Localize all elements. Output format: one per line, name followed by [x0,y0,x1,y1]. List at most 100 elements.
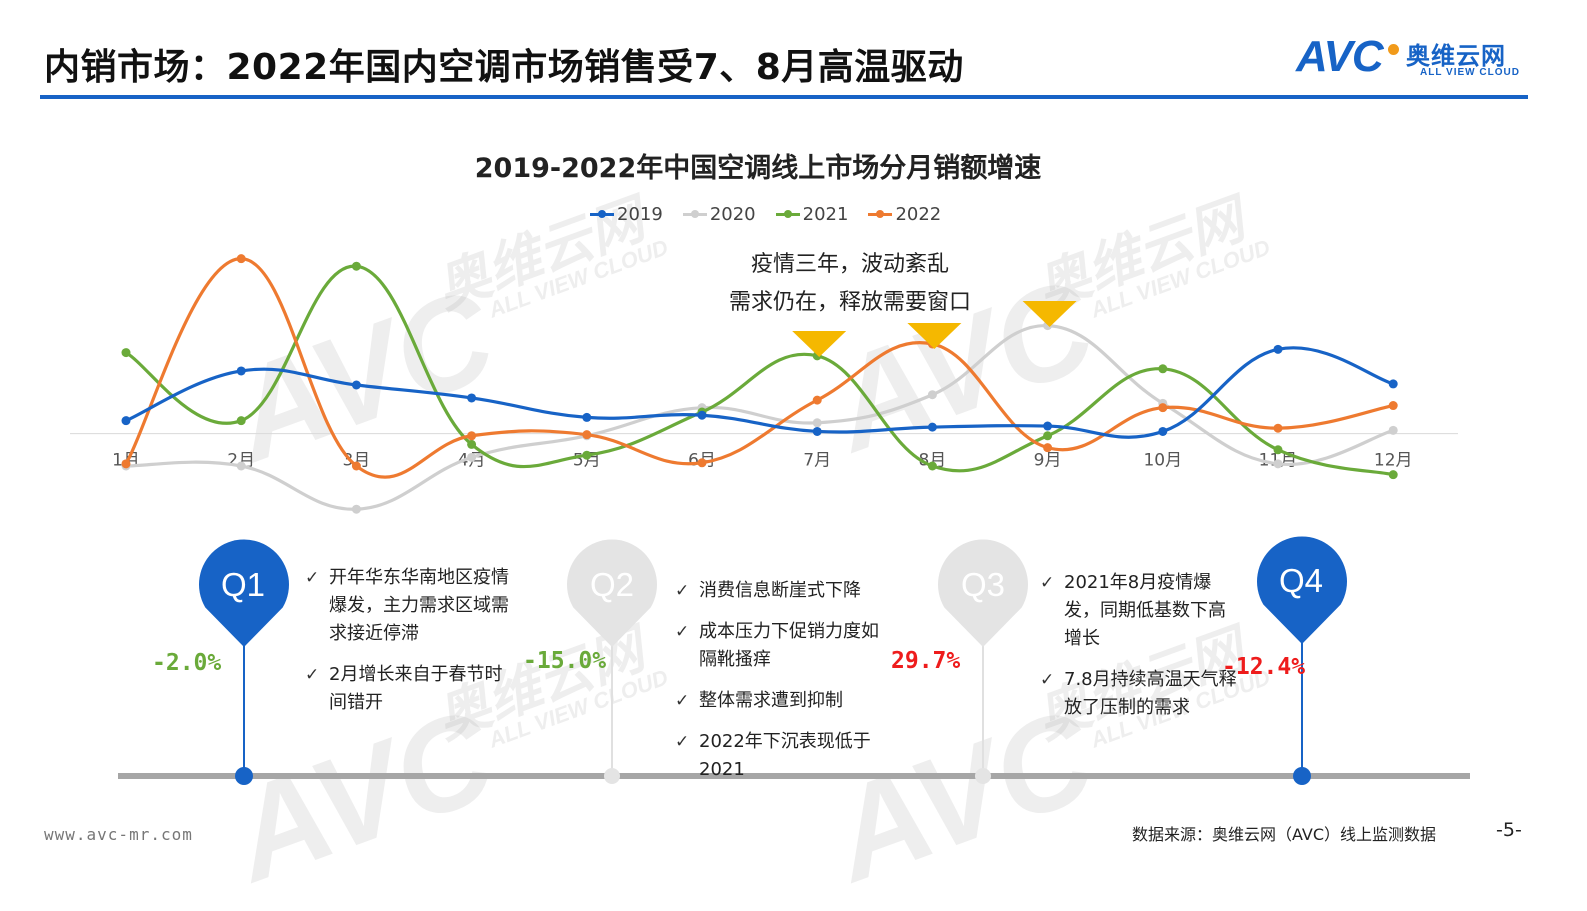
brand-logo: AVC 奥维云网 ALL VIEW CLOUD [1296,32,1528,84]
q3-point-1: 2021年8月疫情爆发，同期低基数下高增长 [1040,569,1240,653]
q2-points: 消费信息断崖式下降 成本压力下促销力度如隔靴搔痒 整体需求遭到抑制 2022年下… [675,577,885,797]
legend-swatch [868,209,893,218]
footer-url: www.avc-mr.com [44,825,193,844]
timeline-dot-Q2 [604,768,620,784]
x-tick-label: 7月 [803,451,831,471]
data-point-2019 [582,412,592,422]
chart-title: 2019-2022年中国空调线上市场分月销额增速 [474,153,1042,184]
quarter-pin-Q4 [1257,536,1347,644]
header-divider [40,95,1528,99]
q2-point-2: 成本压力下促销力度如隔靴搔痒 [675,618,885,674]
data-point-2022 [1158,403,1168,413]
logo-avc-text: AVC [1296,32,1384,81]
page-title: 内销市场：2022年国内空调市场销售受7、8月高温驱动 [44,47,964,88]
data-point-2022 [467,431,477,441]
data-point-2020 [351,504,361,514]
data-point-2019 [697,410,707,420]
data-point-2022 [121,459,131,469]
highlight-triangle [1022,301,1077,327]
q1-points: 开年华东华南地区疫情爆发，主力需求区域需求接近停滞 2月增长来自于春节时间错开 [305,564,515,730]
q3-value: 29.7% [891,648,961,674]
data-point-2020 [1273,459,1283,469]
data-point-2022 [812,395,822,405]
logo-en-text: ALL VIEW CLOUD [1420,67,1520,78]
data-point-2021 [1273,445,1283,455]
data-point-2019 [1158,426,1168,436]
legend-item-2020: 2020 [682,202,756,226]
legend-item-2022: 2022 [868,202,941,226]
data-source: 数据来源：奥维云网（AVC）线上监测数据 [1132,825,1437,844]
annotation-line-1: 疫情三年，波动紊乱 [750,252,949,277]
data-point-2021 [927,461,937,471]
q3-pin-label: Q3 [960,566,1006,603]
data-point-2022 [697,458,707,468]
data-point-2022 [582,430,592,440]
data-point-2022 [236,254,246,264]
timeline-dot-Q4 [1293,767,1311,785]
legend-swatch [682,209,707,218]
legend-item-2021: 2021 [775,202,849,226]
data-point-2020 [236,461,246,471]
x-tick-label: 3月 [342,451,370,471]
legend-swatch [590,209,614,218]
timeline-dot-Q3 [975,768,991,784]
q1-point-1: 开年华东华南地区疫情爆发，主力需求区域需求接近停滞 [305,564,515,648]
series-line-2022 [124,257,1395,479]
data-point-2019 [1388,379,1398,389]
data-point-2021 [1158,364,1168,374]
data-point-2021 [467,439,477,449]
data-point-2022 [1273,423,1283,433]
data-point-2021 [1043,431,1053,441]
x-tick-label: 8月 [918,451,946,471]
data-point-2022 [351,461,361,471]
chart-canvas: 1月2月3月4月5月6月7月8月9月10月11月12月 [70,254,1470,785]
data-point-2019 [1043,421,1053,431]
q1-point-2: 2月增长来自于春节时间错开 [305,661,515,717]
data-point-2021 [121,348,131,358]
data-point-2022 [1043,443,1053,453]
x-tick-label: 12月 [1374,451,1413,471]
data-point-2019 [121,416,131,426]
q2-value: -15.0% [523,648,607,674]
data-point-2019 [236,366,246,376]
data-point-2021 [582,450,592,460]
data-point-2019 [351,380,361,390]
logo-cn-text: 奥维云网 [1406,42,1506,70]
highlight-triangle [792,331,847,357]
data-point-2020 [467,452,477,462]
data-point-2020 [927,390,937,400]
quarter-pin-Q2 [567,539,657,647]
chart-annotation: 疫情三年，波动紊乱 需求仍在，释放需要窗口 [700,246,1000,322]
q1-value: -2.0% [152,650,222,676]
x-tick-label: 10月 [1143,451,1182,471]
page-number: -5- [1496,819,1522,841]
chart-legend: 2019 2020 2021 2022 [590,202,941,226]
data-point-2021 [1388,470,1398,480]
annotation-line-2: 需求仍在，释放需要窗口 [728,290,971,315]
legend-item-2019: 2019 [590,202,663,226]
quarter-pin-Q3 [938,539,1028,647]
q3-point-2: 7.8月持续高温天气释放了压制的需求 [1040,666,1240,722]
legend-label: 2019 [617,203,663,225]
logo-dot-icon [1388,44,1399,55]
legend-swatch [775,209,800,218]
x-tick-label: 9月 [1034,451,1062,471]
quarter-pin-Q1 [199,539,290,647]
q2-point-1: 消费信息断崖式下降 [675,577,885,605]
timeline-dot-Q1 [235,767,253,785]
series-line-2020 [124,323,1395,511]
q2-point-4: 2022年下沉表现低于2021 [675,728,885,784]
data-point-2021 [236,416,246,426]
legend-label: 2021 [802,203,849,225]
series-line-2019 [124,346,1395,439]
q4-pin-label: Q4 [1278,562,1324,599]
highlight-triangle [907,323,962,349]
q3-points: 2021年8月疫情爆发，同期低基数下高增长 7.8月持续高温天气释放了压制的需求 [1040,569,1240,735]
data-point-2020 [812,418,822,428]
data-point-2022 [1388,401,1398,411]
data-point-2019 [467,393,477,403]
data-point-2019 [1273,344,1283,354]
series-line-2021 [124,264,1395,477]
data-point-2021 [351,261,361,271]
data-point-2019 [927,422,937,432]
